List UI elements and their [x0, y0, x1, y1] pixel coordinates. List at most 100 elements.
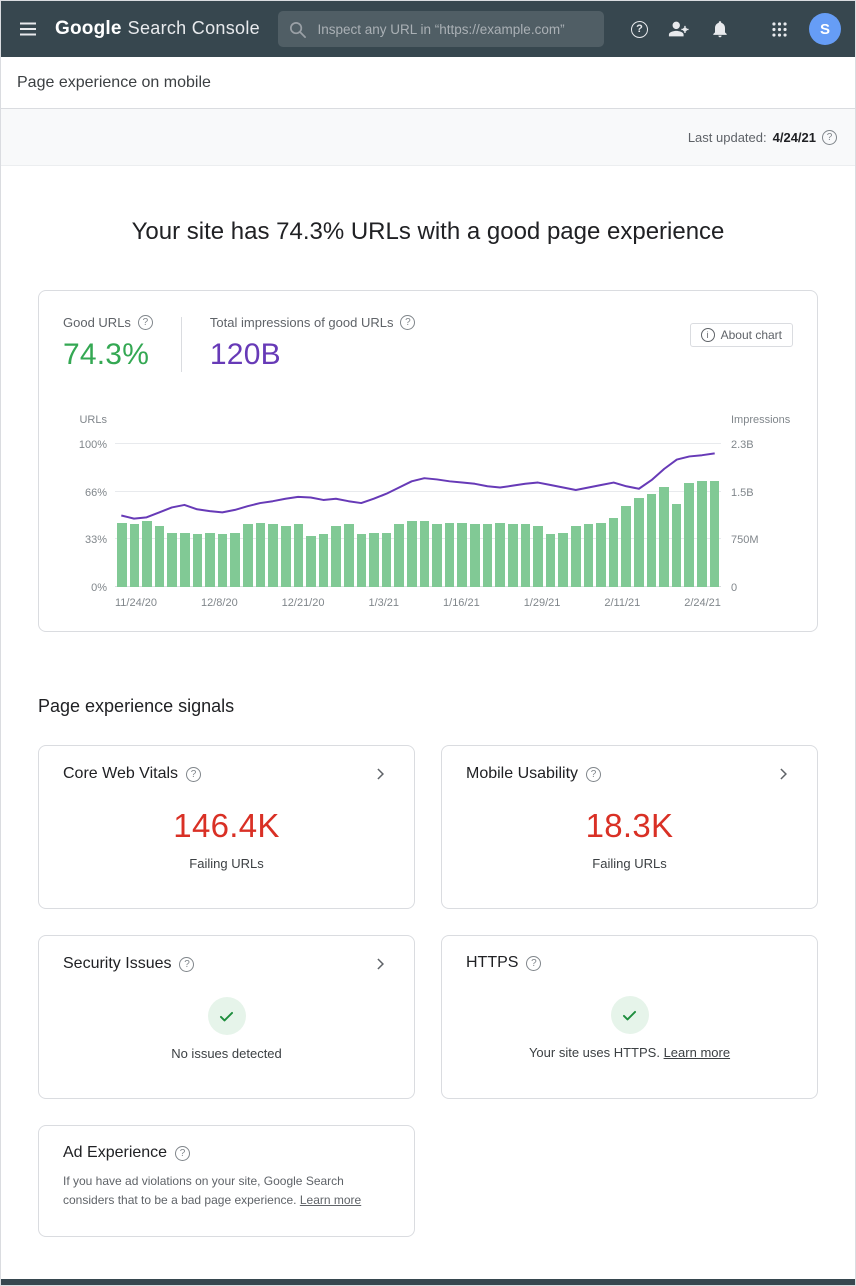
chart-bar — [280, 525, 291, 587]
chart-bar — [369, 532, 379, 587]
mobile-usability-card[interactable]: Mobile Usability 18.3K Failing URLs — [441, 745, 818, 909]
chart-bar — [243, 524, 253, 587]
chart-bar — [457, 522, 468, 587]
breadcrumb-bar: Page experience on mobile — [1, 57, 855, 109]
chart-bar — [117, 522, 127, 587]
core-web-vitals-title: Core Web Vitals — [63, 765, 179, 782]
https-help-icon[interactable] — [526, 955, 542, 971]
search-input[interactable] — [315, 20, 595, 38]
about-chart-label: About chart — [720, 328, 782, 342]
chart-bar — [596, 522, 606, 587]
chart-bar — [318, 534, 329, 587]
mobile-usability-title: Mobile Usability — [466, 765, 579, 782]
chart-line — [115, 444, 721, 587]
chart-bar — [583, 524, 594, 587]
mobile-usability-help-icon[interactable] — [586, 766, 602, 782]
security-issues-help-icon[interactable] — [179, 956, 195, 972]
good-urls-label: Good URLs — [63, 315, 131, 330]
ad-experience-card: Ad Experience If you have ad violations … — [38, 1125, 415, 1237]
signals-heading: Page experience signals — [38, 696, 235, 716]
axis-tick: 66% — [84, 486, 107, 499]
help-button[interactable] — [623, 13, 656, 46]
app-header: Google Search Console S — [1, 1, 855, 57]
x-axis-tick: 2/24/21 — [684, 597, 721, 609]
x-axis-tick: 11/24/20 — [115, 597, 158, 609]
axis-tick: 750M — [731, 534, 759, 547]
user-settings-icon — [668, 21, 689, 37]
chart-bar — [570, 525, 581, 587]
chart-bar — [684, 482, 695, 587]
chart-bar — [545, 534, 556, 587]
ad-experience-title: Ad Experience — [63, 1144, 168, 1161]
menu-button[interactable] — [11, 12, 45, 46]
axis-tick: 2.3B — [731, 439, 754, 451]
stat-divider — [180, 317, 182, 372]
core-web-vitals-card[interactable]: Core Web Vitals 146.4K Failing URLs — [38, 745, 415, 909]
chart-bar — [255, 522, 266, 587]
security-issues-caption: No issues detected — [171, 1046, 282, 1061]
help-icon — [631, 20, 648, 38]
last-updated-value: 4/24/21 — [772, 129, 816, 145]
chart-bar — [343, 524, 354, 587]
axis-tick: 100% — [78, 439, 107, 451]
last-updated-help-icon[interactable] — [822, 129, 837, 145]
impressions-value: 120B — [209, 338, 281, 371]
gridline — [115, 586, 721, 587]
security-issues-card[interactable]: Security Issues No issues detected — [38, 935, 415, 1099]
chart-bar — [167, 532, 178, 587]
about-chart-button[interactable]: About chart — [689, 323, 793, 347]
chevron-right-icon[interactable] — [370, 954, 390, 974]
chart-plot[interactable] — [115, 443, 721, 587]
good-urls-stat: Good URLs 74.3% — [63, 315, 153, 372]
notifications-button[interactable] — [702, 11, 738, 47]
y-axis-left: URLs 0% 33% 66% 100% — [63, 414, 115, 594]
chart-bar — [205, 532, 215, 587]
mobile-usability-value: 18.3K — [585, 807, 674, 844]
chart-bar — [230, 532, 241, 587]
chart-bar — [470, 524, 480, 587]
x-axis-tick: 1/16/21 — [443, 597, 480, 609]
chevron-right-icon[interactable] — [370, 764, 390, 784]
core-web-vitals-caption: Failing URLs — [189, 856, 264, 871]
chart-bar — [180, 532, 190, 587]
apps-grid-icon — [772, 21, 787, 37]
chart-bar — [293, 524, 304, 587]
impressions-help-icon[interactable] — [400, 315, 416, 330]
good-urls-help-icon[interactable] — [137, 315, 153, 330]
https-card: HTTPS Your site uses HTTPS. Learn more — [441, 935, 818, 1099]
chart-bar — [621, 505, 631, 587]
url-inspection-searchbox[interactable] — [278, 11, 605, 47]
logo-product-text: Search Console — [127, 18, 260, 38]
check-circle-icon — [207, 997, 246, 1035]
ad-experience-learn-more-link[interactable]: Learn more — [299, 1192, 362, 1207]
breadcrumb: Page experience on mobile — [17, 73, 211, 91]
user-settings-button[interactable] — [660, 10, 698, 48]
gridline — [115, 490, 721, 492]
core-web-vitals-help-icon[interactable] — [186, 766, 202, 782]
axis-tick: 1.5B — [731, 486, 754, 499]
chevron-right-icon[interactable] — [773, 764, 793, 784]
info-icon — [700, 328, 715, 342]
avatar[interactable]: S — [809, 13, 841, 45]
chart-bar — [419, 521, 430, 587]
chart-bar — [659, 486, 669, 587]
x-axis-labels: 11/24/20 12/8/20 12/21/20 1/3/21 1/16/21 1/29… — [115, 597, 721, 609]
hamburger-icon — [20, 22, 36, 36]
status-band: Last updated: 4/24/21 — [1, 109, 855, 166]
apps-button[interactable] — [762, 12, 797, 47]
app-logo[interactable]: Google Search Console — [55, 18, 260, 40]
ad-experience-help-icon[interactable] — [175, 1145, 191, 1161]
x-axis-tick: 1/3/21 — [368, 597, 400, 609]
chart-bar — [306, 535, 316, 587]
axis-tick: 0% — [91, 582, 107, 594]
impressions-stat: Total impressions of good URLs 120B — [210, 315, 416, 372]
chart: URLs 0% 33% 66% 100% Impressions 0 750M 1.5B 2… — [63, 414, 793, 609]
chart-bar — [381, 532, 392, 587]
page-title: Your site has 74.3% URLs with a good pag… — [131, 218, 725, 245]
https-learn-more-link[interactable]: Learn more — [663, 1045, 731, 1060]
chart-bar — [482, 524, 493, 587]
bell-icon — [713, 21, 727, 38]
chart-bar — [646, 494, 657, 587]
chart-bar — [520, 524, 531, 587]
